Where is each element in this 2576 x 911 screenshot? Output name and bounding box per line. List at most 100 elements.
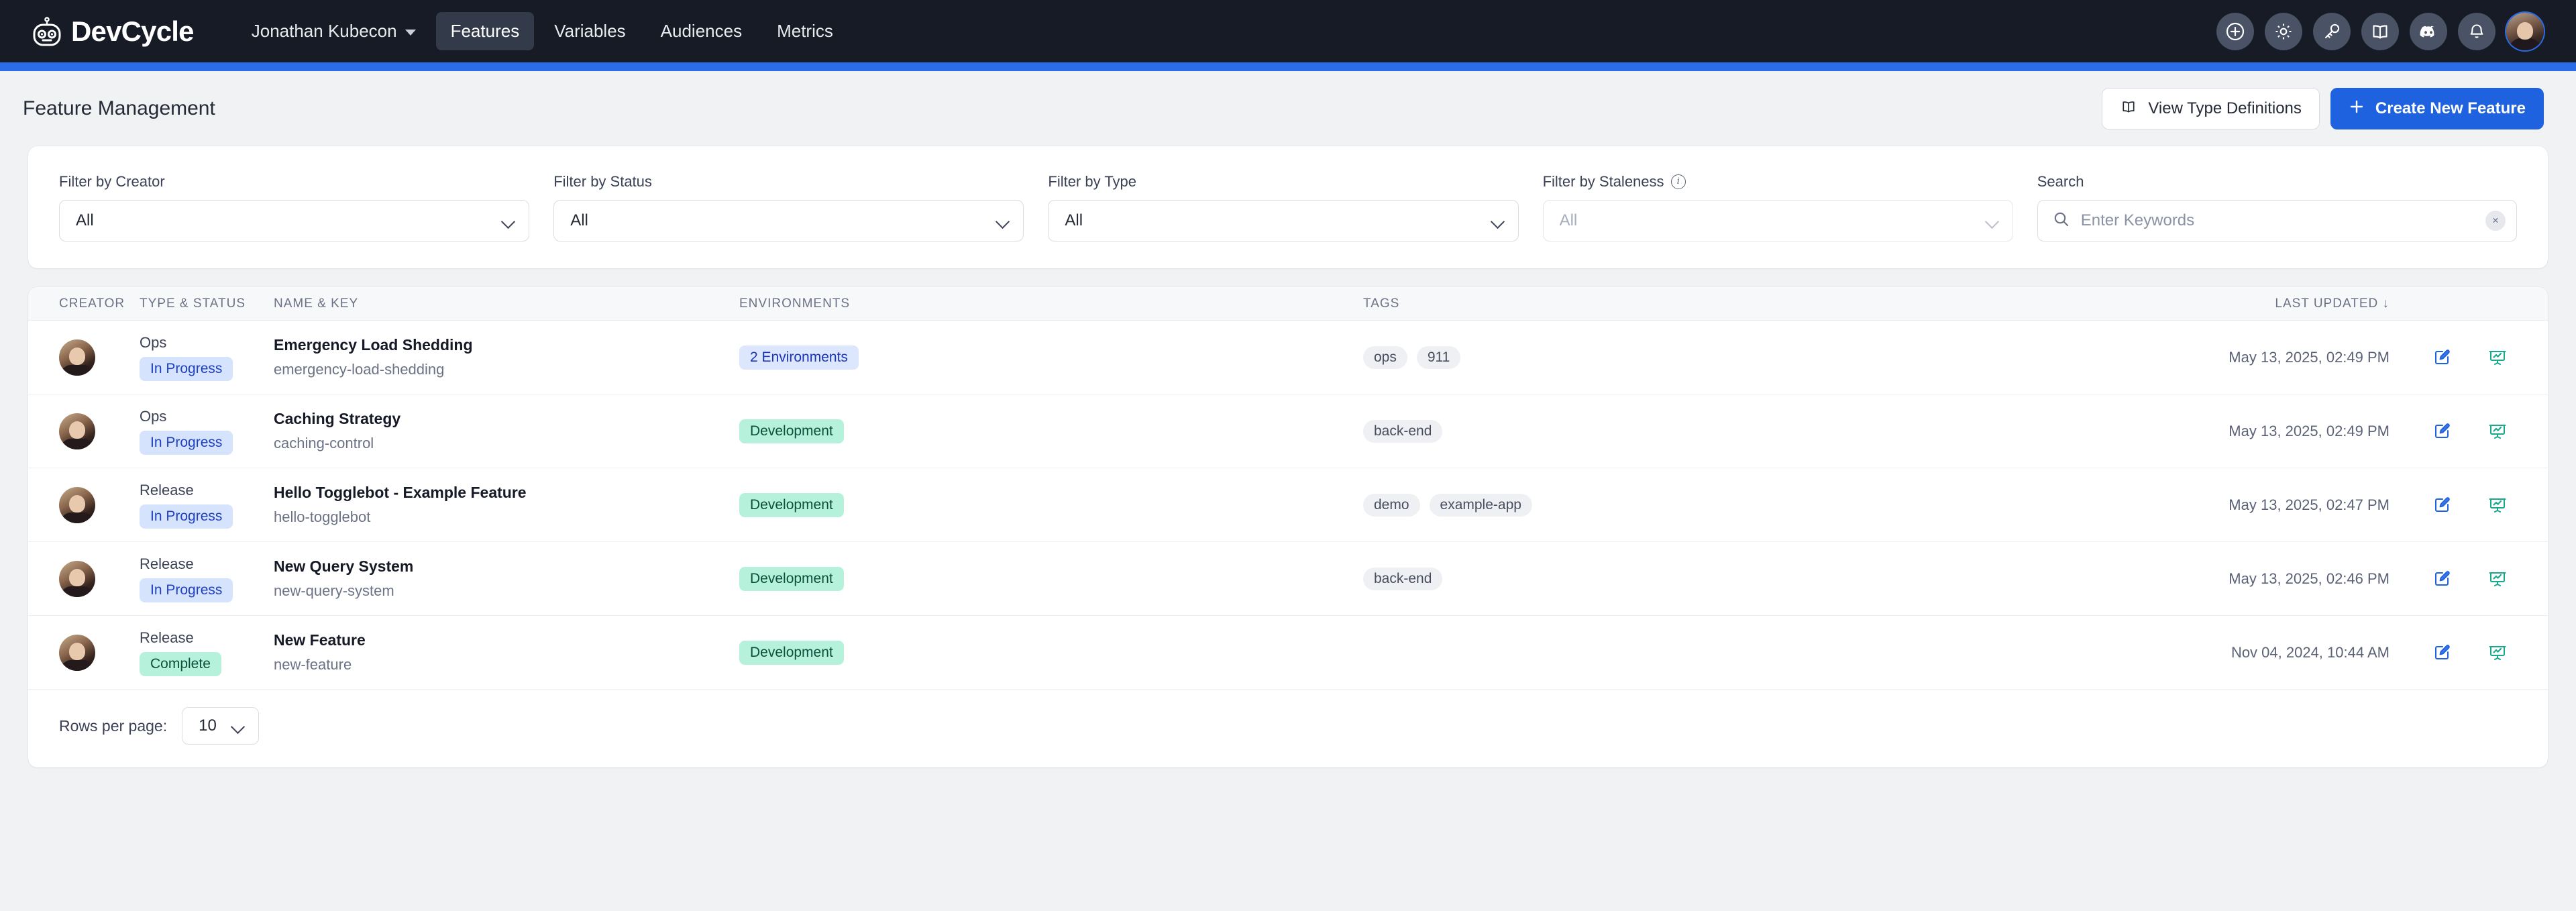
edit-icon[interactable] bbox=[2431, 494, 2454, 517]
book-icon bbox=[2120, 98, 2137, 120]
devcycle-logo[interactable]: DevCycle bbox=[30, 14, 195, 49]
nav-item-variables[interactable]: Variables bbox=[539, 12, 640, 50]
row-last-updated: May 13, 2025, 02:47 PM bbox=[2168, 496, 2390, 514]
create-new-feature-button[interactable]: Create New Feature bbox=[2330, 88, 2544, 129]
table-row[interactable]: Ops In Progress Emergency Load Shedding … bbox=[28, 321, 2548, 394]
filter-staleness-select[interactable]: All bbox=[1542, 200, 2013, 242]
metrics-icon[interactable] bbox=[2486, 420, 2509, 443]
feature-type-label: Ops bbox=[140, 333, 167, 351]
column-header-tags[interactable]: TAGS bbox=[1363, 296, 1400, 311]
feature-key: new-query-system bbox=[274, 582, 394, 599]
edit-icon[interactable] bbox=[2431, 420, 2454, 443]
column-header-type-status[interactable]: TYPE & STATUS bbox=[140, 296, 246, 311]
nav-item-audiences[interactable]: Audiences bbox=[646, 12, 757, 50]
environment-badge[interactable]: Development bbox=[739, 419, 844, 443]
tag-chip[interactable]: demo bbox=[1363, 493, 1420, 517]
clear-search-icon[interactable]: × bbox=[2485, 211, 2506, 231]
metrics-icon[interactable] bbox=[2486, 494, 2509, 517]
column-header-environments[interactable]: ENVIRONMENTS bbox=[739, 296, 851, 311]
edit-icon[interactable] bbox=[2431, 641, 2454, 664]
feature-key: new-feature bbox=[274, 656, 352, 673]
row-type-status: Ops In Progress bbox=[140, 334, 274, 381]
table-row[interactable]: Ops In Progress Caching Strategy caching… bbox=[28, 394, 2548, 468]
user-avatar[interactable] bbox=[2506, 12, 2544, 50]
column-header-name-key[interactable]: NAME & KEY bbox=[274, 296, 359, 311]
creator-avatar[interactable] bbox=[59, 339, 95, 376]
filter-panel: Filter by Creator All Filter by Status A… bbox=[28, 146, 2548, 268]
status-badge: In Progress bbox=[140, 356, 233, 381]
row-name-key: New Feature new-feature bbox=[274, 631, 739, 674]
search-box[interactable]: × bbox=[2037, 200, 2517, 242]
metrics-icon[interactable] bbox=[2486, 346, 2509, 369]
plus-circle-icon[interactable] bbox=[2216, 12, 2254, 50]
nav-item-features-label: Features bbox=[450, 21, 520, 41]
status-badge: In Progress bbox=[140, 578, 233, 602]
table-row[interactable]: Release Complete New Feature new-feature… bbox=[28, 616, 2548, 690]
environment-badge[interactable]: 2 Environments bbox=[739, 345, 859, 370]
filter-creator-select[interactable]: All bbox=[59, 200, 530, 242]
filter-type-select[interactable]: All bbox=[1048, 200, 1519, 242]
edit-icon[interactable] bbox=[2431, 346, 2454, 369]
environment-badge[interactable]: Development bbox=[739, 492, 844, 517]
row-tags: ops 911 bbox=[1363, 345, 2168, 369]
table-row[interactable]: Release In Progress New Query System new… bbox=[28, 542, 2548, 616]
view-type-definitions-button[interactable]: View Type Definitions bbox=[2102, 88, 2320, 129]
feature-name[interactable]: New Feature bbox=[274, 631, 366, 649]
feature-name[interactable]: Emergency Load Shedding bbox=[274, 336, 473, 354]
row-environments: 2 Environments bbox=[739, 345, 1363, 370]
info-icon[interactable]: i bbox=[1670, 174, 1686, 189]
rows-per-page-select[interactable]: 10 bbox=[182, 707, 259, 745]
creator-avatar[interactable] bbox=[59, 486, 95, 523]
row-environments: Development bbox=[739, 640, 1363, 665]
filter-status-select[interactable]: All bbox=[553, 200, 1024, 242]
metrics-icon[interactable] bbox=[2486, 568, 2509, 590]
gear-icon[interactable] bbox=[2265, 12, 2302, 50]
feature-name[interactable]: Hello Togglebot - Example Feature bbox=[274, 484, 527, 501]
nav-item-metrics[interactable]: Metrics bbox=[762, 12, 848, 50]
environment-badge[interactable]: Development bbox=[739, 566, 844, 591]
book-icon[interactable] bbox=[2361, 12, 2399, 50]
bell-icon[interactable] bbox=[2458, 12, 2496, 50]
creator-avatar[interactable] bbox=[59, 560, 95, 597]
row-actions bbox=[2390, 494, 2517, 517]
filter-staleness-label-text: Filter by Staleness bbox=[1542, 173, 1664, 190]
feature-name[interactable]: Caching Strategy bbox=[274, 410, 401, 427]
discord-icon[interactable] bbox=[2410, 12, 2447, 50]
metrics-icon[interactable] bbox=[2486, 641, 2509, 664]
filter-staleness: Filter by Staleness i All bbox=[1542, 173, 2013, 242]
key-icon[interactable] bbox=[2313, 12, 2351, 50]
features-table: CREATOR TYPE & STATUS NAME & KEY ENVIRON… bbox=[28, 287, 2548, 767]
row-last-updated: May 13, 2025, 02:46 PM bbox=[2168, 570, 2390, 588]
edit-icon[interactable] bbox=[2431, 568, 2454, 590]
nav-item-features[interactable]: Features bbox=[435, 12, 535, 50]
nav-utility-icons bbox=[2216, 12, 2544, 50]
table-row[interactable]: Release In Progress Hello Togglebot - Ex… bbox=[28, 468, 2548, 542]
search-input[interactable] bbox=[2080, 211, 2475, 230]
row-environments: Development bbox=[739, 566, 1363, 591]
tag-chip[interactable]: 911 bbox=[1416, 345, 1461, 369]
project-selector[interactable]: Jonathan Kubecon bbox=[237, 12, 431, 50]
tag-chip[interactable]: ops bbox=[1363, 345, 1407, 369]
chevron-down-icon bbox=[1986, 217, 1999, 225]
plus-icon bbox=[2349, 99, 2365, 119]
creator-avatar[interactable] bbox=[59, 634, 95, 671]
column-header-creator[interactable]: CREATOR bbox=[59, 296, 125, 311]
feature-key: caching-control bbox=[274, 435, 374, 451]
search-icon bbox=[2053, 211, 2070, 231]
feature-key: emergency-load-shedding bbox=[274, 361, 445, 378]
table-header-row: CREATOR TYPE & STATUS NAME & KEY ENVIRON… bbox=[28, 287, 2548, 321]
tag-chip[interactable]: back-end bbox=[1363, 419, 1443, 443]
feature-key: hello-togglebot bbox=[274, 508, 371, 525]
chevron-down-icon bbox=[231, 722, 245, 730]
column-header-last-updated[interactable]: LAST UPDATED ↓ bbox=[2168, 297, 2390, 311]
table-body: Ops In Progress Emergency Load Shedding … bbox=[28, 321, 2548, 690]
feature-name[interactable]: New Query System bbox=[274, 557, 414, 575]
tag-chip[interactable]: example-app bbox=[1429, 493, 1532, 517]
filter-staleness-value: All bbox=[1559, 211, 1578, 229]
row-name-key: Emergency Load Shedding emergency-load-s… bbox=[274, 336, 739, 378]
tag-chip[interactable]: back-end bbox=[1363, 567, 1443, 590]
project-selector-label: Jonathan Kubecon bbox=[251, 21, 397, 41]
page-title: Feature Management bbox=[23, 97, 215, 119]
environment-badge[interactable]: Development bbox=[739, 640, 844, 665]
creator-avatar[interactable] bbox=[59, 413, 95, 449]
